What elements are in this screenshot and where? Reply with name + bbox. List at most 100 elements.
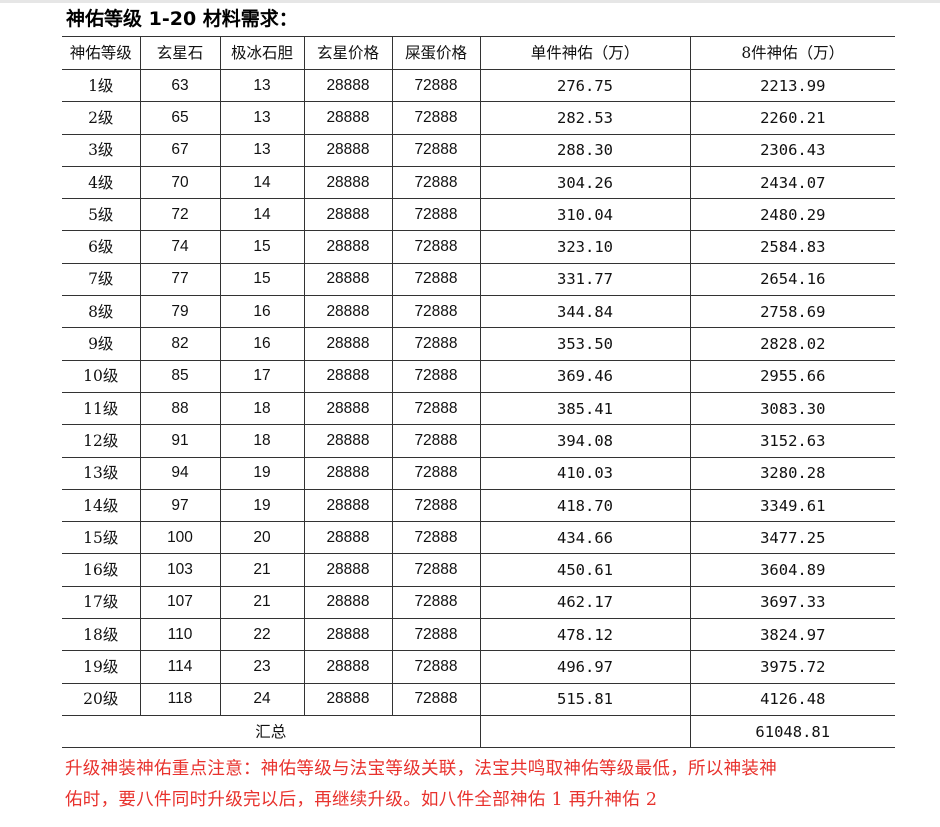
- cell-sd-price: 72888: [391, 230, 481, 264]
- cell-level: 12级: [62, 424, 141, 458]
- cell-single: 304.26: [479, 165, 691, 200]
- cell-xx-price: 28888: [303, 553, 393, 587]
- cell-bingdan: 22: [219, 618, 305, 652]
- cell-xuanxing: 85: [139, 359, 221, 393]
- table-row: 11级 88 18 28888 72888 385.41 3083.30: [62, 391, 895, 426]
- cell-eight: 2828.02: [689, 327, 895, 361]
- cell-sd-price: 72888: [391, 424, 481, 458]
- cell-eight: 3477.25: [689, 521, 895, 555]
- cell-xuanxing: 82: [139, 327, 221, 361]
- cell-sd-price: 72888: [391, 521, 481, 555]
- cell-xuanxing: 79: [139, 295, 221, 329]
- total-empty: [479, 714, 691, 749]
- cell-eight: 3083.30: [689, 391, 895, 426]
- table-row: 18级 110 22 28888 72888 478.12 3824.97: [62, 618, 895, 652]
- cell-eight: 3152.63: [689, 424, 895, 458]
- cell-level: 19级: [62, 650, 141, 684]
- cell-bingdan: 14: [219, 165, 305, 200]
- cell-xuanxing: 97: [139, 488, 221, 523]
- cell-bingdan: 21: [219, 585, 305, 620]
- cell-xx-price: 28888: [303, 650, 393, 684]
- cell-xuanxing: 77: [139, 262, 221, 297]
- table-row: 9级 82 16 28888 72888 353.50 2828.02: [62, 327, 895, 361]
- cell-eight: 3280.28: [689, 456, 895, 490]
- cell-level: 7级: [62, 262, 141, 297]
- cell-eight: 2758.69: [689, 295, 895, 329]
- note-line-1: 升级神装神佑重点注意：神佑等级与法宝等级关联，法宝共鸣取神佑等级最低，所以神装神: [65, 759, 777, 779]
- cell-eight: 3697.33: [689, 585, 895, 620]
- cell-xx-price: 28888: [303, 682, 393, 716]
- cell-level: 14级: [62, 488, 141, 523]
- cell-sd-price: 72888: [391, 165, 481, 200]
- cell-sd-price: 72888: [391, 585, 481, 620]
- cell-xx-price: 28888: [303, 424, 393, 458]
- cell-xx-price: 28888: [303, 133, 393, 167]
- cell-bingdan: 16: [219, 295, 305, 329]
- cell-xx-price: 28888: [303, 521, 393, 555]
- table-row: 7级 77 15 28888 72888 331.77 2654.16: [62, 262, 895, 297]
- cell-single: 462.17: [479, 585, 691, 620]
- cell-single: 282.53: [479, 101, 691, 135]
- cell-level: 6级: [62, 230, 141, 264]
- table-row: 10级 85 17 28888 72888 369.46 2955.66: [62, 359, 895, 393]
- table-row: 15级 100 20 28888 72888 434.66 3477.25: [62, 521, 895, 555]
- cell-single: 331.77: [479, 262, 691, 297]
- cell-xuanxing: 94: [139, 456, 221, 490]
- cell-xuanxing: 67: [139, 133, 221, 167]
- cell-xuanxing: 91: [139, 424, 221, 458]
- cell-xuanxing: 100: [139, 521, 221, 555]
- cell-eight: 2434.07: [689, 165, 895, 200]
- cell-xx-price: 28888: [303, 618, 393, 652]
- table-row: 14级 97 19 28888 72888 418.70 3349.61: [62, 488, 895, 523]
- cell-level: 18级: [62, 618, 141, 652]
- cell-bingdan: 17: [219, 359, 305, 393]
- cell-sd-price: 72888: [391, 262, 481, 297]
- cell-single: 288.30: [479, 133, 691, 167]
- cell-xx-price: 28888: [303, 585, 393, 620]
- cell-single: 478.12: [479, 618, 691, 652]
- cell-level: 1级: [62, 68, 141, 103]
- cell-sd-price: 72888: [391, 650, 481, 684]
- cell-xx-price: 28888: [303, 68, 393, 103]
- cell-xx-price: 28888: [303, 165, 393, 200]
- cell-bingdan: 16: [219, 327, 305, 361]
- upgrade-note: 升级神装神佑重点注意：神佑等级与法宝等级关联，法宝共鸣取神佑等级最低，所以神装神…: [65, 754, 905, 816]
- cell-xx-price: 28888: [303, 198, 393, 232]
- header-bingdan: 极冰石胆: [219, 36, 305, 70]
- table-row: 19级 114 23 28888 72888 496.97 3975.72: [62, 650, 895, 684]
- total-label: 汇总: [62, 714, 481, 749]
- cell-bingdan: 24: [219, 682, 305, 716]
- cell-sd-price: 72888: [391, 488, 481, 523]
- cell-bingdan: 18: [219, 424, 305, 458]
- cell-xuanxing: 63: [139, 68, 221, 103]
- cell-xuanxing: 118: [139, 682, 221, 716]
- cell-eight: 3824.97: [689, 618, 895, 652]
- cell-eight: 2654.16: [689, 262, 895, 297]
- cell-xuanxing: 107: [139, 585, 221, 620]
- cell-level: 16级: [62, 553, 141, 587]
- header-eight: 8件神佑（万）: [689, 36, 895, 70]
- note-line-2: 佑时，要八件同时升级完以后，再继续升级。如八件全部神佑 1 再升神佑 2: [65, 790, 658, 810]
- cell-sd-price: 72888: [391, 198, 481, 232]
- top-divider: [0, 0, 940, 3]
- cell-level: 17级: [62, 585, 141, 620]
- table-row: 5级 72 14 28888 72888 310.04 2480.29: [62, 198, 895, 232]
- header-sd-price: 屎蛋价格: [391, 36, 481, 70]
- cell-single: 353.50: [479, 327, 691, 361]
- cell-level: 8级: [62, 295, 141, 329]
- cell-xuanxing: 103: [139, 553, 221, 587]
- cell-level: 13级: [62, 456, 141, 490]
- cell-bingdan: 15: [219, 262, 305, 297]
- cell-single: 323.10: [479, 230, 691, 264]
- page-title: 神佑等级 1-20 材料需求：: [66, 8, 298, 30]
- cell-xx-price: 28888: [303, 101, 393, 135]
- cell-single: 418.70: [479, 488, 691, 523]
- cell-sd-price: 72888: [391, 359, 481, 393]
- material-table: 神佑等级 玄星石 极冰石胆 玄星价格 屎蛋价格 单件神佑（万） 8件神佑（万） …: [62, 36, 895, 749]
- cell-xx-price: 28888: [303, 359, 393, 393]
- cell-bingdan: 13: [219, 133, 305, 167]
- cell-bingdan: 19: [219, 488, 305, 523]
- cell-single: 434.66: [479, 521, 691, 555]
- cell-sd-price: 72888: [391, 618, 481, 652]
- cell-eight: 2260.21: [689, 101, 895, 135]
